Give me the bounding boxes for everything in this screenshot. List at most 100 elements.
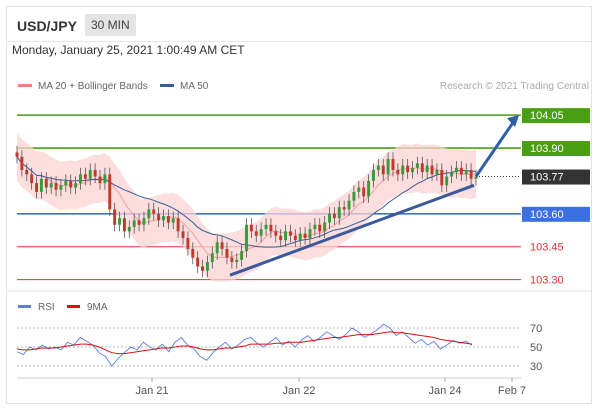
rsi-series-0 xyxy=(16,323,473,367)
legend-ma20-label: MA 20 + Bollinger Bands xyxy=(38,81,148,92)
candle xyxy=(74,183,78,188)
candle xyxy=(210,253,214,263)
x-tick-label: Jan 22 xyxy=(282,385,315,397)
candle xyxy=(98,176,102,184)
candle xyxy=(88,169,92,179)
candle xyxy=(308,229,312,238)
candle xyxy=(142,218,146,225)
candle xyxy=(108,174,112,210)
candle xyxy=(430,165,434,175)
candle xyxy=(15,152,19,157)
candle xyxy=(269,224,273,232)
level-label-5: 103.30 xyxy=(530,275,564,287)
candle xyxy=(215,242,219,254)
candle xyxy=(79,174,82,184)
ma50-swatch xyxy=(160,83,174,87)
candle xyxy=(132,220,136,227)
candle xyxy=(93,169,97,177)
candle xyxy=(191,248,195,258)
chart-header: USD/JPY 30 MIN xyxy=(7,7,591,42)
candle xyxy=(201,266,205,271)
candle xyxy=(39,178,43,192)
candle xyxy=(152,209,156,214)
candle xyxy=(411,167,414,173)
level-tag-3 xyxy=(522,206,590,222)
legend-ma50-label: MA 50 xyxy=(180,81,209,92)
rsi-series-1 xyxy=(16,331,473,355)
candle xyxy=(357,187,361,192)
candle xyxy=(162,216,165,221)
candle xyxy=(245,224,248,252)
level-label-3: 103.60 xyxy=(530,209,564,221)
candle xyxy=(157,213,161,221)
candle xyxy=(396,169,400,175)
candle xyxy=(342,207,346,210)
candle xyxy=(362,187,366,197)
candle xyxy=(459,167,463,175)
candle xyxy=(83,174,87,179)
projection-arrow xyxy=(474,120,516,178)
candle xyxy=(113,209,117,225)
candle xyxy=(127,226,131,232)
candle xyxy=(381,165,385,175)
candle xyxy=(337,207,341,219)
symbol-label: USD/JPY xyxy=(17,18,77,34)
candle xyxy=(274,231,278,236)
candle xyxy=(103,174,107,184)
rsi-legend-label-ma9: 9MA xyxy=(87,302,108,313)
candle xyxy=(118,218,122,225)
candle xyxy=(474,176,478,179)
candle xyxy=(220,242,224,249)
candle xyxy=(445,176,449,186)
chart-widget: USD/JPY 30 MIN xyxy=(6,6,592,404)
bollinger-band xyxy=(17,132,476,282)
rsi-legend-swatch-rsi xyxy=(18,305,31,308)
candle xyxy=(240,251,244,260)
candle xyxy=(235,259,239,263)
level-label-4: 103.45 xyxy=(530,242,564,254)
candle xyxy=(181,231,185,238)
candle xyxy=(225,248,229,258)
chart-datetime: Monday, January 25, 2021 1:00:49 AM CET xyxy=(12,43,245,57)
candle xyxy=(367,180,371,197)
candle xyxy=(69,180,73,188)
candle xyxy=(64,180,68,186)
level-label-0: 104.05 xyxy=(530,110,564,122)
legend-ma50: MA 50 xyxy=(160,81,208,92)
candle xyxy=(288,231,292,236)
rsi-legend-label-rsi: RSI xyxy=(38,302,55,313)
level-tag-2 xyxy=(522,169,590,185)
candle xyxy=(371,169,375,181)
ma20-swatch xyxy=(18,83,32,87)
candle xyxy=(171,218,175,223)
candle xyxy=(469,169,473,179)
candle xyxy=(20,156,24,170)
candle xyxy=(49,183,53,188)
candle xyxy=(328,213,331,223)
candle xyxy=(435,169,439,175)
candle xyxy=(25,169,29,175)
level-label-1: 103.90 xyxy=(530,143,564,155)
candle xyxy=(323,222,327,232)
candle xyxy=(450,172,454,177)
candle xyxy=(196,257,200,267)
candle xyxy=(425,165,429,173)
rsi-tick-label: 30 xyxy=(530,361,542,373)
candle xyxy=(254,231,258,236)
candle xyxy=(35,183,38,192)
legend-ma20: MA 20 + Bollinger Bands xyxy=(18,81,148,92)
candle xyxy=(391,158,395,170)
candle xyxy=(122,218,126,232)
candle xyxy=(440,169,444,186)
projection-arrowhead xyxy=(507,115,519,128)
candle xyxy=(406,165,410,173)
candle xyxy=(166,216,170,223)
candle xyxy=(230,257,234,263)
x-tick-label: Feb 7 xyxy=(498,385,526,397)
candle xyxy=(401,165,405,175)
candle xyxy=(464,169,468,175)
candle xyxy=(147,209,151,219)
candle xyxy=(186,237,190,249)
timeframe-button[interactable]: 30 MIN xyxy=(85,14,136,36)
